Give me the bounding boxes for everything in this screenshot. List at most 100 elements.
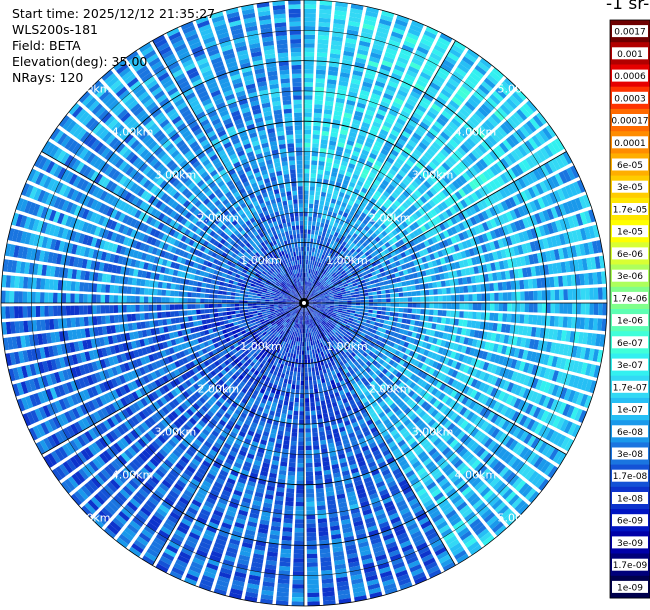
data-cell <box>312 279 316 284</box>
data-cell <box>308 255 311 261</box>
data-cell <box>539 181 548 193</box>
data-cell <box>320 444 327 450</box>
data-cell <box>304 34 315 40</box>
data-cell <box>446 310 451 317</box>
data-cell <box>356 281 362 285</box>
data-cell <box>318 535 329 541</box>
data-cell <box>309 264 312 269</box>
data-cell <box>314 265 318 271</box>
data-cell <box>304 73 314 79</box>
data-cell <box>312 349 315 355</box>
data-cell <box>323 205 329 211</box>
data-cell <box>439 222 446 231</box>
data-cell <box>332 261 337 266</box>
data-cell <box>294 367 298 372</box>
data-cell <box>492 67 505 79</box>
data-cell <box>335 97 345 104</box>
data-cell <box>509 134 520 146</box>
data-cell <box>454 191 463 200</box>
data-cell <box>492 147 502 159</box>
data-cell <box>450 236 457 244</box>
data-cell <box>370 208 377 215</box>
data-cell <box>469 116 480 127</box>
data-cell <box>322 461 330 467</box>
data-cell <box>386 137 396 145</box>
data-cell <box>433 309 438 316</box>
data-cell <box>305 419 311 425</box>
data-cell <box>376 27 390 35</box>
data-cell <box>437 310 443 316</box>
data-cell <box>408 155 417 164</box>
data-cell <box>400 110 410 119</box>
data-cell <box>306 536 317 542</box>
data-cell <box>319 13 331 19</box>
data-cell <box>454 150 464 160</box>
data-cell <box>392 267 399 273</box>
data-cell <box>439 232 446 240</box>
data-cell <box>385 117 395 125</box>
data-cell <box>314 366 319 372</box>
data-cell <box>520 303 525 312</box>
data-cell <box>319 200 325 206</box>
data-cell <box>293 549 304 555</box>
data-cell <box>467 285 473 293</box>
data-cell <box>385 289 390 294</box>
data-cell <box>305 328 308 334</box>
data-cell <box>377 294 382 299</box>
data-cell <box>379 319 385 324</box>
data-cell <box>457 212 465 221</box>
data-cell <box>495 145 506 156</box>
data-cell <box>304 121 312 126</box>
data-cell <box>281 409 288 415</box>
data-cell <box>342 307 347 310</box>
data-cell <box>315 276 319 281</box>
data-cell <box>336 146 344 152</box>
data-cell <box>297 450 304 455</box>
data-cell <box>307 359 311 364</box>
data-cell <box>305 272 307 278</box>
data-cell <box>463 311 469 319</box>
data-cell <box>363 274 369 279</box>
data-cell <box>440 63 453 73</box>
data-cell <box>320 285 324 290</box>
data-cell <box>308 212 313 217</box>
data-cell <box>328 61 340 68</box>
data-cell <box>455 177 464 187</box>
data-cell <box>291 601 304 606</box>
data-cell <box>567 289 573 300</box>
data-cell <box>376 219 383 226</box>
data-cell <box>320 196 326 202</box>
data-cell <box>394 219 401 226</box>
data-cell <box>307 268 309 273</box>
data-cell <box>363 77 374 84</box>
data-cell <box>393 312 399 317</box>
data-cell <box>339 76 350 83</box>
data-cell <box>481 81 493 92</box>
data-cell <box>338 304 343 307</box>
data-cell <box>362 168 370 175</box>
data-cell <box>304 194 309 200</box>
data-cell <box>384 51 396 60</box>
data-cell <box>278 470 287 476</box>
data-cell <box>308 300 313 302</box>
data-cell <box>348 20 361 28</box>
data-cell <box>374 236 381 243</box>
data-cell <box>489 241 496 251</box>
data-cell <box>332 194 338 200</box>
data-cell <box>349 254 355 259</box>
data-cell <box>349 286 354 291</box>
data-cell <box>298 428 304 433</box>
data-cell <box>310 278 313 283</box>
data-cell <box>367 264 373 269</box>
data-cell <box>317 414 323 420</box>
data-cell <box>300 341 302 347</box>
data-cell <box>365 260 371 266</box>
data-cell <box>514 233 521 244</box>
data-cell <box>529 200 538 212</box>
data-cell <box>320 561 332 567</box>
data-cell <box>313 458 321 463</box>
data-cell <box>321 135 329 141</box>
data-cell <box>409 24 423 33</box>
data-cell <box>489 206 497 217</box>
data-cell <box>345 228 351 234</box>
